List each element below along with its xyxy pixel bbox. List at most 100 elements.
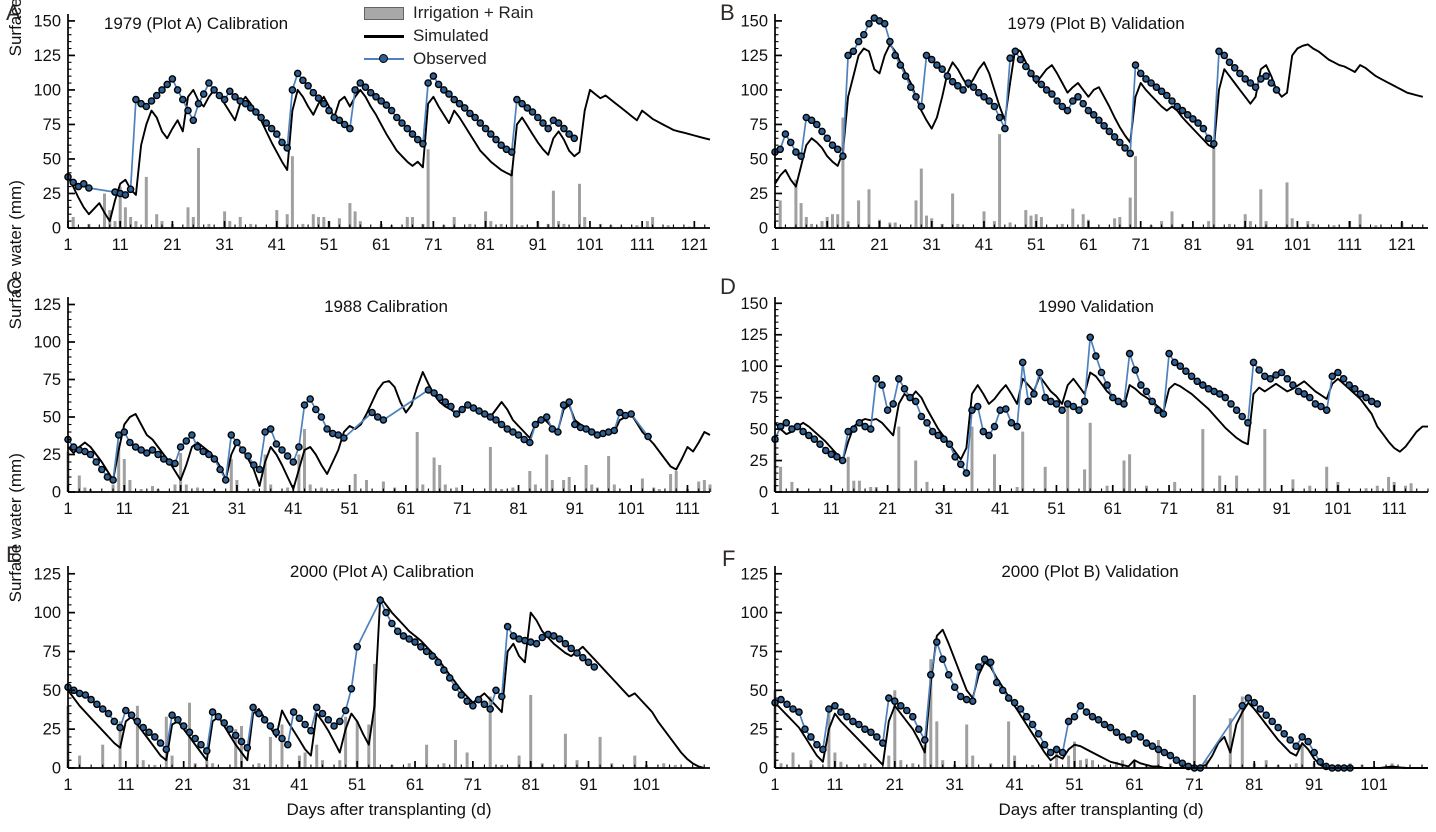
bar <box>697 481 701 492</box>
observed-marker <box>1351 384 1359 393</box>
observed-marker <box>231 731 240 740</box>
observed-marker <box>323 425 331 433</box>
bar <box>1091 760 1094 768</box>
observed-marker <box>1306 393 1314 402</box>
observed-marker <box>480 700 489 709</box>
observed-marker <box>1142 739 1151 747</box>
bar <box>303 429 306 492</box>
bar <box>1308 485 1312 492</box>
observed-marker <box>943 72 952 80</box>
panel-title-f: 2000 (Plot B) Validation <box>1001 562 1179 581</box>
bar <box>322 217 326 228</box>
observed-marker <box>255 465 264 474</box>
bar <box>520 225 524 228</box>
x-tick-label: 31 <box>215 236 233 254</box>
observed-marker <box>191 734 199 743</box>
bar <box>290 156 294 228</box>
bar <box>415 432 419 492</box>
observed-marker <box>366 88 375 97</box>
bar <box>141 760 145 768</box>
bar <box>911 763 915 768</box>
observed-marker <box>513 95 521 104</box>
observed-marker <box>837 708 845 716</box>
x-tick-label: 21 <box>870 236 888 254</box>
observed-marker <box>561 639 570 648</box>
observed-marker <box>843 712 851 721</box>
bar <box>103 193 106 228</box>
observed-marker <box>906 393 914 402</box>
observed-marker <box>1007 418 1016 427</box>
observed-marker <box>1064 717 1073 726</box>
observed-marker <box>262 119 271 127</box>
panel-letter-d: D <box>720 274 736 299</box>
observed-marker <box>98 465 106 474</box>
bar <box>197 147 200 228</box>
observed-marker <box>1124 736 1133 744</box>
bar <box>381 481 385 492</box>
bar <box>280 724 284 768</box>
observed-marker <box>783 700 791 709</box>
observed-marker <box>582 425 590 433</box>
observed-marker <box>174 716 182 724</box>
bar <box>301 223 305 228</box>
observed-marker <box>299 76 307 85</box>
observed-marker <box>133 717 142 726</box>
x-tick-label: 31 <box>923 236 941 254</box>
axes <box>774 297 1429 493</box>
bar <box>348 203 352 228</box>
bar <box>484 211 488 228</box>
bar <box>640 478 644 492</box>
observed-marker <box>938 655 947 664</box>
legend: Irrigation + Rain Simulated Observed <box>364 2 533 70</box>
observed-marker <box>1002 405 1010 413</box>
x-tick-label: 61 <box>406 776 424 794</box>
observed-marker <box>1249 358 1258 367</box>
y-axis-label-row3: Surface water (mm) <box>6 453 25 603</box>
observed-marker <box>891 51 900 60</box>
bar <box>373 663 376 768</box>
observed-marker <box>1016 55 1025 64</box>
observed-marker <box>514 431 523 439</box>
bar <box>331 489 335 492</box>
observed-marker <box>891 697 899 706</box>
observed-marker <box>1131 366 1140 374</box>
legend-item-simulated: Simulated <box>364 25 533 47</box>
observed-marker <box>1292 742 1300 751</box>
observed-marker <box>928 427 937 436</box>
legend-label: Simulated <box>413 26 489 45</box>
observed-marker <box>1272 86 1281 94</box>
irrigation-rain-bars <box>71 147 691 228</box>
blue-line-marker-swatch-icon <box>364 54 404 64</box>
observed-marker <box>1006 54 1014 63</box>
observed-marker <box>388 619 396 628</box>
observed-marker <box>889 400 898 408</box>
observed-marker <box>455 99 464 108</box>
observed-marker <box>985 97 994 105</box>
panel-title-d: 1990 Validation <box>1038 297 1154 316</box>
observed-marker <box>886 37 894 46</box>
observed-marker <box>962 469 971 477</box>
observed-marker <box>457 691 466 699</box>
axes <box>67 297 711 493</box>
bar <box>1294 763 1298 768</box>
observed-marker <box>818 127 826 136</box>
observed-marker <box>377 97 386 105</box>
observed-marker <box>917 102 926 111</box>
observed-marker <box>474 695 483 704</box>
observed-marker <box>283 144 292 152</box>
observed-marker <box>950 683 959 692</box>
observed-marker <box>1024 397 1033 406</box>
observed-marker <box>565 398 574 406</box>
observed-marker <box>405 635 414 643</box>
y-tick-label: 50 <box>43 682 61 700</box>
observed-marker <box>1125 349 1134 358</box>
bar <box>590 484 594 492</box>
observed-marker <box>565 130 573 138</box>
observed-marker <box>1084 106 1093 115</box>
observed-marker <box>466 109 474 118</box>
observed-marker <box>346 124 354 133</box>
bar <box>83 487 87 492</box>
bar <box>827 709 831 768</box>
observed-marker <box>1148 742 1157 751</box>
